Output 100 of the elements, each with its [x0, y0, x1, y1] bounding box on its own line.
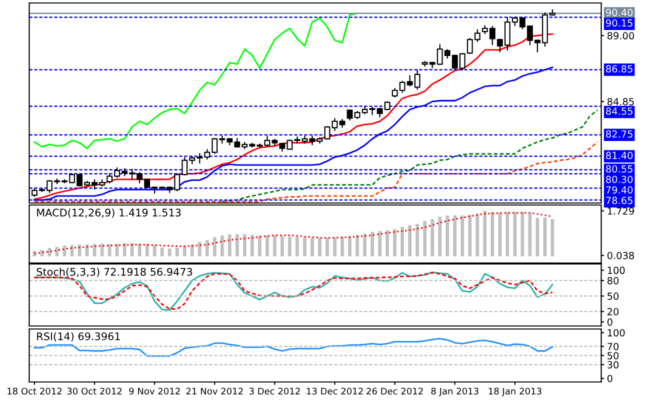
- bar: [198, 242, 202, 256]
- bar: [520, 212, 524, 256]
- y-tick-label: 89.00: [607, 32, 634, 40]
- bar: [333, 237, 336, 256]
- bar: [483, 210, 487, 256]
- y-tick-label: 100: [608, 266, 625, 274]
- bar: [340, 236, 344, 256]
- x-tick-label: 26 Dec 2012: [366, 388, 423, 395]
- ref-line-label: 84.55: [606, 107, 632, 115]
- bar: [326, 238, 329, 256]
- candlestick: [286, 139, 293, 150]
- bar: [476, 214, 480, 256]
- bar: [318, 238, 322, 256]
- y-tick-label: 100: [608, 329, 625, 336]
- bar: [528, 212, 532, 256]
- bar: [280, 236, 284, 256]
- bar: [393, 228, 397, 256]
- x-tick-label: 18 Jan 2013: [488, 388, 542, 396]
- bar: [468, 214, 472, 256]
- bar: [378, 231, 382, 256]
- bar: [115, 244, 119, 256]
- candlestick: [346, 110, 353, 122]
- x-tick-label: 9 Nov 2012: [129, 388, 180, 395]
- bar: [152, 245, 156, 256]
- bar: [296, 236, 299, 256]
- x-tick-label: 21 Nov 2012: [186, 388, 243, 395]
- line-series: [34, 141, 598, 202]
- bar: [348, 236, 352, 256]
- bar: [250, 234, 254, 256]
- chart-title: RSI(14) 69.3961: [37, 332, 120, 342]
- y-tick-label: 80: [607, 277, 619, 284]
- ref-line-label: 90.15: [606, 19, 632, 27]
- x-tick-label: 18 Oct 2012: [8, 388, 62, 395]
- bar: [175, 247, 179, 256]
- bar: [370, 232, 374, 256]
- bar: [506, 212, 510, 256]
- bar: [130, 242, 134, 256]
- bar: [122, 242, 126, 256]
- x-tick-label: 8 Jan 2013: [431, 388, 478, 396]
- bar: [416, 224, 420, 256]
- x-tick-label: 13 Dec 2012: [306, 388, 363, 395]
- bar: [243, 234, 246, 256]
- ref-line-label: 80.30: [606, 176, 633, 184]
- y-tick-label: 30: [608, 361, 619, 368]
- bar: [182, 246, 186, 256]
- bar: [310, 238, 314, 256]
- bar: [205, 240, 209, 256]
- bar: [490, 212, 494, 256]
- bar: [190, 244, 194, 256]
- ref-line-label: 82.75: [606, 130, 632, 138]
- bar: [273, 235, 276, 256]
- ref-line-label: 86.85: [606, 65, 632, 73]
- bar: [423, 221, 427, 256]
- bar: [438, 216, 442, 256]
- bar: [220, 235, 224, 256]
- ref-line-label: 90.40: [606, 8, 633, 16]
- y-tick-label: 0: [607, 318, 612, 326]
- y-tick-label: 70: [608, 342, 619, 350]
- bar: [303, 237, 306, 256]
- ref-line-label: 78.65: [606, 196, 632, 204]
- bar: [258, 235, 262, 256]
- candlestick: [332, 118, 338, 132]
- y-tick-label: 50: [608, 292, 619, 300]
- candlestick: [324, 126, 330, 140]
- bar: [266, 235, 269, 256]
- x-tick-label: 30 Oct 2012: [67, 388, 122, 395]
- candlestick: [264, 135, 270, 148]
- line-series: [34, 12, 358, 150]
- bar: [460, 216, 464, 256]
- bar: [212, 237, 216, 256]
- ref-line-label: 79.40: [606, 186, 633, 194]
- bar: [400, 226, 404, 256]
- chart-title: Stoch(5,3,3) 72.1918 56.9473: [36, 268, 192, 278]
- bar: [356, 234, 359, 256]
- candlestick: [294, 136, 300, 144]
- x-tick-label: 3 Dec 2012: [249, 388, 300, 395]
- bar: [160, 247, 164, 256]
- y-tick-label: 0.038: [607, 252, 634, 260]
- bar: [498, 212, 502, 256]
- bar: [228, 234, 232, 256]
- candlestick: [309, 135, 316, 146]
- bar: [386, 230, 389, 256]
- bar: [430, 219, 434, 256]
- bar: [100, 244, 104, 256]
- line-series: [221, 109, 598, 202]
- ref-line-label: 80.55: [606, 165, 632, 173]
- ref-line-label: 81.40: [606, 152, 633, 160]
- bar: [168, 248, 172, 256]
- y-tick-label: 1.729: [608, 207, 634, 215]
- y-tick-label: 20: [608, 308, 619, 316]
- bar: [145, 244, 149, 256]
- y-tick-label: 50: [608, 352, 619, 360]
- bar: [453, 215, 457, 256]
- bar: [408, 225, 412, 256]
- y-tick-label: 0: [607, 374, 612, 382]
- bar: [446, 216, 450, 256]
- bar: [363, 234, 366, 256]
- bar: [138, 244, 142, 256]
- bar: [108, 244, 112, 256]
- bar: [235, 234, 239, 256]
